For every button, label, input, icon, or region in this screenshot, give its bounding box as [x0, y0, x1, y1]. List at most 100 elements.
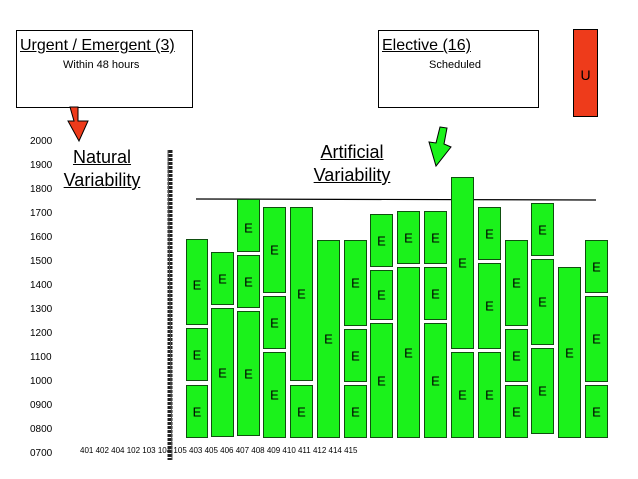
case-block: E — [237, 255, 260, 308]
case-block: E — [424, 211, 447, 264]
case-block-label: E — [377, 287, 386, 303]
case-block: E — [237, 311, 260, 436]
case-block: E — [585, 240, 608, 293]
urgent-unit-label: U — [580, 67, 591, 83]
capacity-ceiling-line — [195, 198, 597, 201]
case-block-label: E — [270, 242, 279, 258]
case-block: E — [505, 240, 528, 326]
case-block-label: E — [351, 348, 360, 363]
case-block: E — [237, 199, 260, 252]
case-block: E — [211, 252, 234, 305]
case-block-label: E — [270, 315, 279, 330]
case-block-label: E — [485, 298, 494, 314]
case-block: E — [290, 207, 313, 381]
natural-heading-line-1: Natural — [72, 147, 132, 167]
case-block-label: E — [218, 271, 227, 286]
case-block: E — [558, 267, 581, 438]
y-axis-label: 0800 — [30, 424, 53, 435]
natural-heading-line-2: Variability — [63, 170, 141, 190]
case-block: E — [344, 385, 367, 438]
case-block-label: E — [192, 347, 202, 362]
case-block-label: E — [297, 404, 306, 419]
elective-box-subtitle: Scheduled — [429, 59, 481, 71]
case-block-label: E — [404, 345, 413, 360]
case-block-label: E — [431, 230, 440, 245]
case-block-label: E — [270, 387, 279, 403]
y-axis-label: 1700 — [30, 208, 53, 219]
y-axis-label: 1000 — [30, 376, 53, 387]
case-block-label: E — [377, 373, 386, 388]
case-block: E — [531, 348, 554, 434]
y-axis-label: 1200 — [30, 328, 53, 339]
divider-line — [167, 149, 173, 461]
y-axis-label: 1400 — [30, 280, 53, 291]
case-block: E — [424, 323, 447, 438]
y-axis-label: 1300 — [30, 304, 53, 315]
case-block: E — [451, 352, 474, 438]
case-block-label: E — [592, 404, 601, 419]
case-block-label: E — [244, 274, 253, 289]
case-block: E — [585, 296, 608, 382]
y-axis-label: 0700 — [30, 448, 53, 459]
y-axis-label: 2000 — [30, 136, 53, 147]
elective-arrow-icon — [428, 126, 452, 168]
case-block: E — [478, 352, 501, 438]
elective-box: Elective (16) Scheduled — [378, 30, 539, 108]
case-block-label: E — [565, 345, 574, 360]
case-block-label: E — [512, 404, 521, 419]
case-block: E — [263, 296, 286, 349]
y-axis-label: 1500 — [30, 256, 53, 267]
case-block-label: E — [538, 294, 547, 310]
case-block-label: E — [592, 331, 601, 347]
case-block: E — [263, 207, 286, 293]
y-axis-label: 1800 — [30, 184, 53, 195]
case-block-label: E — [404, 230, 413, 245]
case-block-label: E — [324, 331, 333, 347]
case-block-label: E — [512, 275, 521, 291]
case-block-label: E — [485, 226, 494, 241]
case-block-label: E — [351, 404, 360, 419]
case-block: E — [531, 203, 554, 256]
case-block: E — [370, 270, 393, 320]
y-axis-label: 1900 — [30, 160, 53, 171]
case-block-label: E — [512, 348, 521, 363]
case-block: E — [397, 211, 420, 264]
case-block: E — [263, 352, 286, 438]
case-block: E — [505, 385, 528, 438]
case-block: E — [186, 385, 208, 438]
case-block: E — [478, 263, 501, 349]
case-block — [186, 239, 208, 325]
case-block-label: E — [351, 275, 360, 291]
case-block-label: E — [297, 286, 306, 302]
artificial-heading-line-1: Artificial — [320, 142, 384, 162]
case-block: E — [290, 385, 313, 438]
case-block: E — [478, 207, 501, 260]
case-block-label: E — [458, 255, 467, 271]
natural-variability-heading: Natural Variability — [58, 146, 146, 192]
case-block-label: E — [377, 233, 386, 248]
case-block-label: E — [192, 277, 202, 293]
case-block: E — [451, 177, 474, 349]
y-axis-label: 0900 — [30, 400, 53, 411]
case-block-label: E — [244, 220, 253, 236]
case-block-label: E — [458, 387, 467, 403]
x-axis-labels: 401 402 404 102 103 104 105 403 405 406 … — [80, 446, 358, 455]
case-block: E — [585, 385, 608, 438]
urgent-unit-box: U — [573, 29, 598, 117]
case-block: E — [397, 267, 420, 438]
y-axis-label: 1600 — [30, 232, 53, 243]
case-block-label: E — [218, 365, 227, 380]
case-block: E — [186, 328, 208, 381]
case-block-label: E — [538, 383, 547, 399]
case-block-label: E — [244, 366, 253, 381]
case-block: E — [186, 270, 208, 300]
urgent-box-subtitle: Within 48 hours — [63, 59, 140, 71]
case-block: E — [211, 308, 234, 437]
case-block: E — [424, 267, 447, 320]
urgent-arrow-icon — [67, 106, 89, 143]
case-block-label: E — [431, 286, 440, 301]
case-block: E — [317, 240, 340, 438]
elective-box-title: Elective (16) — [382, 37, 471, 54]
artificial-heading-line-2: Variability — [313, 165, 391, 185]
